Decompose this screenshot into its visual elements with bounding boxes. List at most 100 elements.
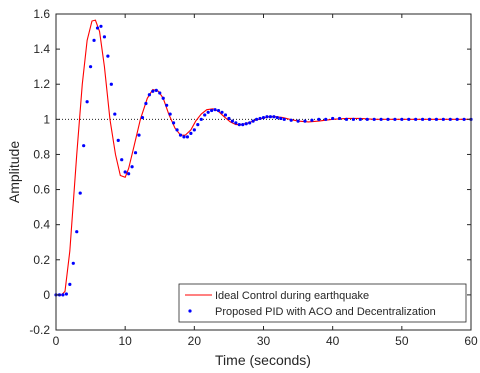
series-point-proposed — [82, 144, 86, 148]
series-point-proposed — [68, 282, 72, 286]
series-point-proposed — [324, 117, 328, 121]
series-point-proposed — [203, 113, 207, 117]
y-axis-label: Amplitude — [6, 141, 22, 203]
series-point-proposed — [102, 35, 107, 39]
series-point-proposed — [178, 133, 183, 137]
series-point-proposed — [199, 117, 203, 121]
series-layer — [54, 19, 473, 297]
series-point-proposed — [282, 117, 286, 121]
series-point-proposed — [223, 113, 228, 117]
x-tick-label: 20 — [188, 334, 202, 348]
y-tick-label: -0.2 — [29, 323, 50, 337]
series-point-proposed — [140, 115, 145, 120]
series-point-proposed — [448, 117, 452, 121]
series-point-proposed — [268, 115, 273, 119]
series-point-proposed — [99, 24, 103, 28]
tick-layer: 0 10 20 30 40 50 60-0.200.20.40.60.811.21.41.6 — [29, 7, 478, 348]
series-point-proposed — [258, 116, 262, 121]
series-point-proposed — [106, 54, 110, 58]
x-axis-label: Time (seconds) — [215, 352, 311, 368]
series-point-proposed — [434, 117, 439, 121]
series-point-proposed — [244, 122, 248, 126]
series-point-proposed — [296, 119, 300, 123]
x-tick-label: 50 — [395, 334, 409, 348]
x-tick-label: 10 — [118, 334, 132, 348]
series-point-proposed — [116, 138, 120, 142]
series-point-proposed — [133, 151, 138, 155]
y-tick-label: 0.2 — [33, 253, 50, 267]
y-tick-label: 1.6 — [33, 7, 50, 21]
series-point-proposed — [120, 158, 124, 162]
series-line-ideal — [56, 19, 471, 296]
y-tick-label: 0.8 — [33, 147, 50, 161]
series-point-proposed — [420, 117, 425, 121]
series-point-proposed — [75, 230, 79, 234]
series-point-proposed — [379, 117, 383, 121]
series-point-proposed — [254, 117, 259, 121]
series-point-proposed — [303, 119, 307, 123]
series-point-proposed — [95, 26, 100, 30]
series-point-proposed — [85, 100, 89, 104]
series-point-proposed — [358, 117, 362, 121]
series-point-proposed — [92, 38, 96, 42]
series-point-proposed — [213, 108, 217, 112]
series-point-proposed — [61, 293, 65, 297]
x-tick-label: 60 — [464, 334, 478, 348]
series-point-proposed — [241, 123, 245, 127]
y-tick-label: 0.6 — [33, 183, 50, 197]
series-point-proposed — [158, 91, 162, 95]
series-point-proposed — [393, 117, 397, 121]
series-point-proposed — [88, 65, 93, 69]
series-point-proposed — [154, 88, 158, 92]
legend: Ideal Control during earthquake Proposed… — [178, 283, 467, 323]
series-point-proposed — [64, 292, 68, 296]
series-point-proposed — [196, 123, 200, 127]
y-tick-label: 1.2 — [33, 77, 50, 91]
y-tick-label: 0 — [43, 288, 50, 302]
x-tick-label: 30 — [257, 334, 271, 348]
series-point-proposed — [182, 135, 186, 139]
series-point-proposed — [71, 261, 75, 265]
series-point-proposed — [251, 119, 255, 123]
series-point-proposed — [127, 172, 131, 176]
series-point-proposed — [441, 117, 445, 121]
series-point-proposed — [279, 116, 283, 121]
y-tick-label: 0.4 — [33, 218, 50, 232]
series-point-proposed — [344, 117, 349, 121]
series-point-proposed — [130, 165, 134, 169]
series-point-proposed — [337, 116, 342, 121]
series-point-proposed — [185, 135, 190, 139]
series-point-proposed — [261, 115, 266, 120]
legend-box — [178, 283, 467, 323]
series-point-proposed — [289, 118, 293, 122]
series-point-proposed — [351, 117, 356, 121]
series-point-proposed — [175, 128, 179, 132]
series-point-proposed — [414, 117, 418, 121]
series-point-proposed — [265, 115, 269, 119]
series-point-proposed — [310, 118, 314, 122]
series-point-proposed — [147, 93, 151, 97]
series-point-proposed — [372, 117, 376, 121]
series-point-proposed — [230, 119, 234, 123]
series-point-proposed — [192, 128, 196, 132]
series-point-proposed — [123, 170, 127, 174]
series-point-proposed — [216, 108, 221, 113]
series-point-proposed — [317, 117, 321, 121]
series-point-proposed — [165, 103, 169, 107]
series-point-proposed — [386, 117, 390, 121]
y-tick-label: 1 — [43, 112, 50, 126]
series-point-proposed — [400, 117, 404, 121]
y-tick-label: 1.4 — [33, 42, 50, 56]
plot-area — [56, 14, 471, 330]
series-point-proposed — [78, 191, 82, 195]
x-tick-label: 0 — [53, 334, 60, 348]
series-point-proposed — [113, 112, 117, 116]
x-tick-label: 40 — [326, 334, 340, 348]
series-point-proposed — [275, 115, 279, 120]
series-point-proposed — [427, 117, 432, 121]
series-point-proposed — [331, 116, 335, 121]
series-point-proposed — [365, 117, 369, 121]
series-point-proposed — [189, 131, 193, 135]
series-point-proposed — [171, 121, 176, 125]
